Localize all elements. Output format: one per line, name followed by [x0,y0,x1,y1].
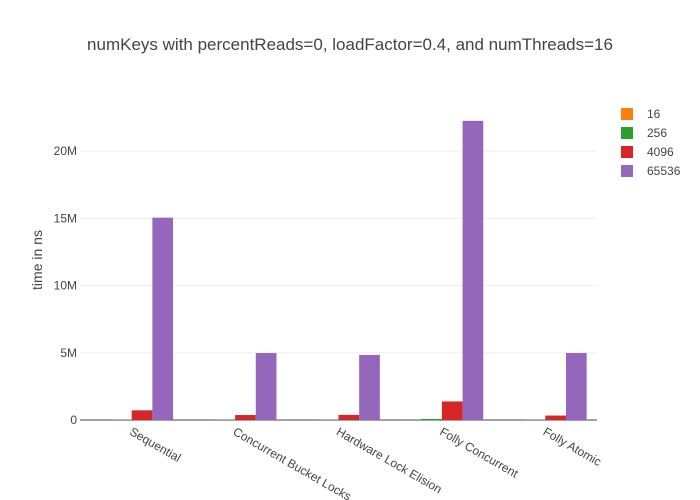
bar-65536-2[interactable] [359,354,380,420]
y-tick-label: 20M [54,144,77,158]
legend-swatch[interactable] [621,165,633,177]
bar-4096-2[interactable] [338,414,360,420]
bar-65536-4[interactable] [565,353,587,420]
legend-swatch[interactable] [621,146,633,158]
legend-label[interactable]: 256 [647,126,667,140]
y-tick-label: 15M [54,211,77,225]
y-tick-label: 0 [70,413,77,427]
bar-4096-3[interactable] [441,401,463,420]
y-tick-label: 5M [60,346,77,360]
chart-title: numKeys with percentReads=0, loadFactor=… [87,35,613,54]
bar-65536-3[interactable] [462,120,484,421]
bar-256-3[interactable] [421,418,442,420]
bar-4096-1[interactable] [235,415,256,420]
legend-label[interactable]: 16 [647,107,661,121]
bar-4096-4[interactable] [545,415,566,420]
legend[interactable]: 16 256 4096 65536 [621,107,681,178]
x-tick-label: Hardware Lock Elision [334,424,444,496]
x-tick-label: Sequential [127,424,183,464]
bar-65536-1[interactable] [255,353,277,420]
x-axis-ticks: Sequential Concurrent Bucket LocksHardwar… [127,424,604,500]
legend-swatch[interactable] [621,108,633,120]
x-tick-label: Folly Concurrent [437,424,521,480]
y-tick-label: 10M [54,279,77,293]
bars [90,120,587,421]
bar-4096-0[interactable] [131,410,153,420]
legend-label[interactable]: 4096 [647,145,674,159]
y-axis-label: time in ns [29,230,45,290]
y-axis-ticks: 0 5M 10M 15M 20M [54,144,78,427]
bar-65536-0[interactable] [152,217,174,420]
x-tick-label: Folly Atomic [541,424,604,468]
legend-label[interactable]: 65536 [647,164,681,178]
legend-swatch[interactable] [621,127,633,139]
